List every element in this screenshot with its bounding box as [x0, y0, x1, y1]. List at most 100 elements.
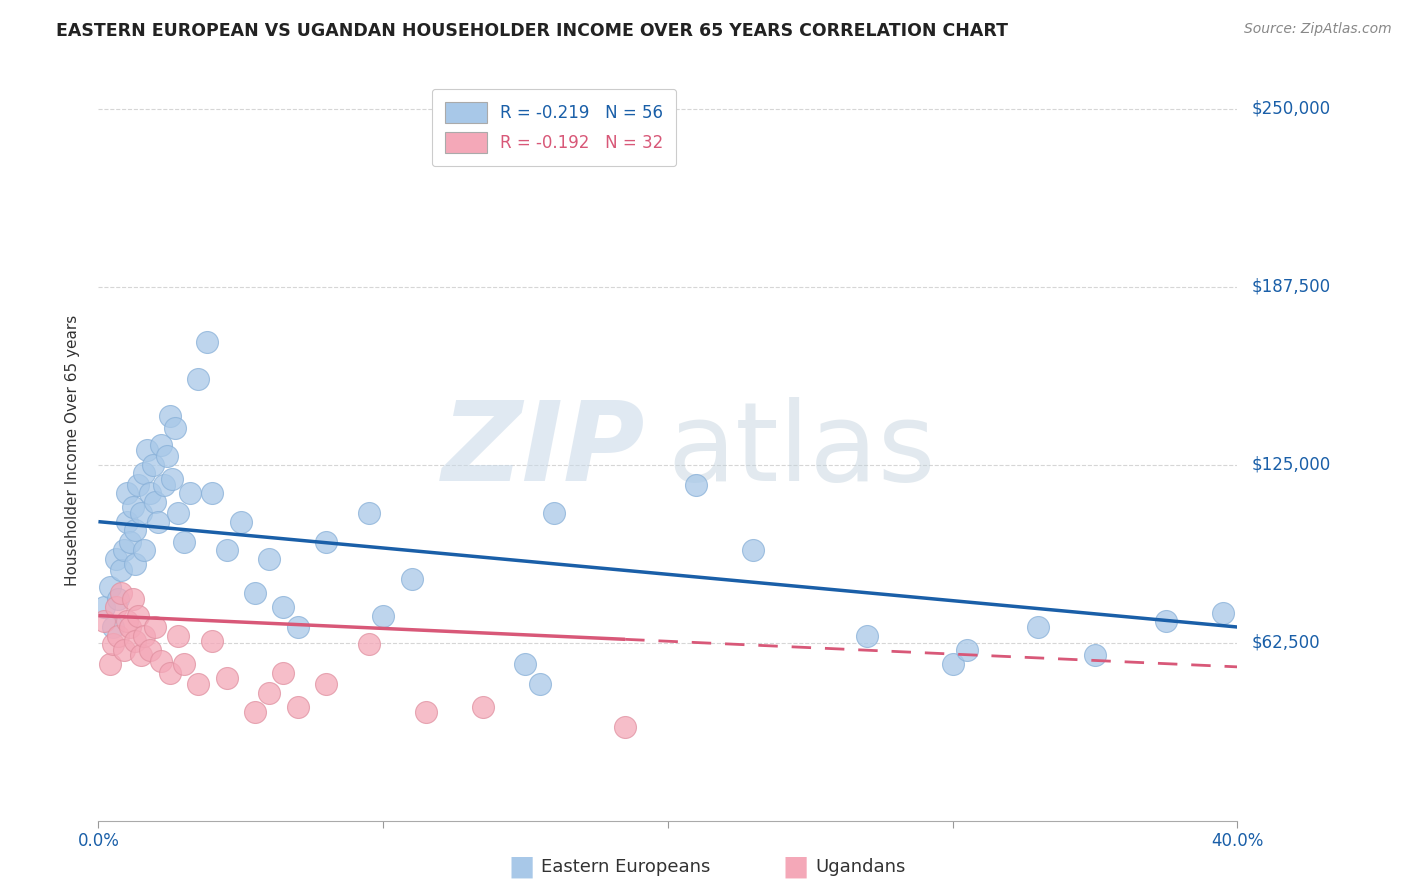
Text: Source: ZipAtlas.com: Source: ZipAtlas.com — [1244, 22, 1392, 37]
Point — [259, 551, 281, 566]
Point — [471, 699, 494, 714]
Point — [401, 572, 423, 586]
Point — [115, 515, 138, 529]
Point — [159, 409, 181, 424]
Point — [287, 699, 309, 714]
Point — [107, 629, 129, 643]
Point — [98, 580, 121, 594]
Point — [373, 608, 395, 623]
Point — [415, 706, 437, 720]
Point — [98, 657, 121, 671]
Legend: R = -0.219   N = 56, R = -0.192   N = 32: R = -0.219 N = 56, R = -0.192 N = 32 — [432, 88, 676, 167]
Point — [229, 515, 252, 529]
Text: EASTERN EUROPEAN VS UGANDAN HOUSEHOLDER INCOME OVER 65 YEARS CORRELATION CHART: EASTERN EUROPEAN VS UGANDAN HOUSEHOLDER … — [56, 22, 1008, 40]
Point — [127, 608, 149, 623]
Text: $250,000: $250,000 — [1251, 100, 1330, 118]
Point — [187, 372, 209, 386]
Point — [179, 486, 201, 500]
Point — [167, 629, 190, 643]
Point — [127, 477, 149, 491]
Point — [124, 634, 146, 648]
Point — [141, 458, 163, 472]
Point — [942, 657, 965, 671]
Point — [129, 648, 152, 663]
Y-axis label: Householder Income Over 65 years: Householder Income Over 65 years — [65, 315, 80, 586]
Point — [167, 506, 190, 520]
Text: atlas: atlas — [668, 397, 936, 504]
Point — [115, 486, 138, 500]
Point — [124, 523, 146, 537]
Text: $62,500: $62,500 — [1251, 633, 1320, 652]
Point — [110, 563, 132, 577]
Point — [101, 637, 124, 651]
Point — [124, 558, 146, 572]
Point — [112, 543, 135, 558]
Point — [121, 591, 143, 606]
Point — [104, 551, 127, 566]
Point — [1026, 620, 1049, 634]
Point — [145, 620, 167, 634]
Text: ■: ■ — [508, 853, 534, 881]
Point — [110, 586, 132, 600]
Text: ZIP: ZIP — [441, 397, 645, 504]
Point — [685, 477, 707, 491]
Point — [273, 665, 295, 680]
Point — [121, 500, 143, 515]
Point — [287, 620, 309, 634]
Point — [165, 420, 187, 434]
Point — [173, 657, 195, 671]
Text: Eastern Europeans: Eastern Europeans — [541, 858, 710, 876]
Point — [115, 615, 138, 629]
Point — [243, 706, 266, 720]
Point — [132, 467, 155, 481]
Point — [1084, 648, 1107, 663]
Point — [201, 634, 224, 648]
Point — [104, 600, 127, 615]
Point — [156, 449, 179, 463]
Point — [956, 642, 979, 657]
Point — [148, 515, 170, 529]
Point — [357, 506, 380, 520]
Point — [132, 543, 155, 558]
Point — [201, 486, 224, 500]
Point — [243, 586, 266, 600]
Point — [259, 685, 281, 699]
Point — [138, 486, 160, 500]
Point — [162, 472, 184, 486]
Point — [1154, 615, 1177, 629]
Point — [118, 620, 141, 634]
Point — [159, 665, 181, 680]
Point — [112, 642, 135, 657]
Point — [138, 642, 160, 657]
Point — [129, 506, 152, 520]
Text: ■: ■ — [782, 853, 808, 881]
Point — [132, 629, 155, 643]
Point — [153, 477, 176, 491]
Point — [150, 654, 173, 668]
Point — [145, 494, 167, 508]
Point — [101, 620, 124, 634]
Point — [856, 629, 879, 643]
Point — [529, 677, 551, 691]
Point — [742, 543, 765, 558]
Point — [1212, 606, 1234, 620]
Point — [215, 543, 238, 558]
Text: Ugandans: Ugandans — [815, 858, 905, 876]
Text: $125,000: $125,000 — [1251, 456, 1330, 474]
Point — [543, 506, 565, 520]
Point — [93, 615, 115, 629]
Text: $187,500: $187,500 — [1251, 277, 1330, 296]
Point — [187, 677, 209, 691]
Point — [357, 637, 380, 651]
Point — [614, 720, 637, 734]
Point — [273, 600, 295, 615]
Point — [315, 534, 337, 549]
Point — [150, 438, 173, 452]
Point — [515, 657, 537, 671]
Point — [195, 335, 218, 350]
Point — [315, 677, 337, 691]
Point — [93, 600, 115, 615]
Point — [135, 443, 157, 458]
Point — [215, 671, 238, 685]
Point — [118, 534, 141, 549]
